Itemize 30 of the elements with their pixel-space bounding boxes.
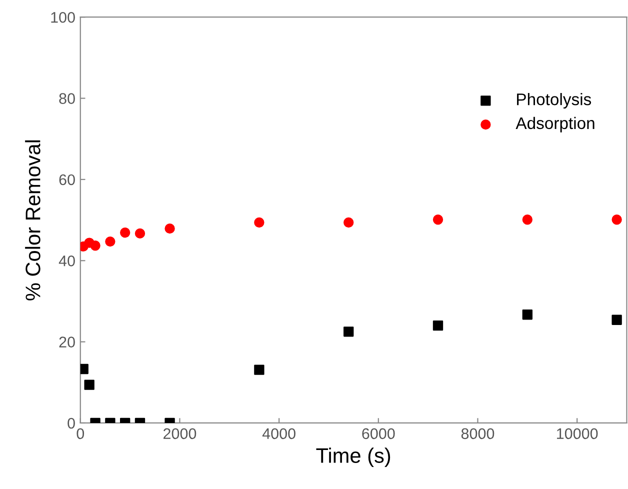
point [612,214,622,225]
y-tick-label: 80 [59,93,75,104]
x-tick-label: 10000 [557,428,598,440]
y-tick-label: 0 [68,418,75,429]
point [522,214,532,225]
y-tick-label: 40 [58,256,75,266]
x-tick-label: 6000 [362,428,395,440]
point [164,223,175,234]
y-tick-label: 60 [59,174,75,186]
point [254,217,264,228]
x-axis-title: Time (s) [316,448,390,468]
x-tick-label: 4000 [262,428,296,440]
y-axis-title: % Color Removal [25,140,40,300]
x-tick-label: 8000 [461,428,494,440]
point [90,240,100,251]
legend-label: Photolysis [517,92,592,109]
y-tick-label: 100 [51,12,75,23]
point [612,314,622,325]
point [432,320,444,331]
point [344,217,354,228]
point [105,236,116,247]
point [522,310,532,320]
point [344,326,354,337]
point [120,228,130,238]
point [134,228,146,239]
legend-label: Adsorption [516,116,594,132]
x-tick-label: 0 [76,428,84,440]
x-tick-label: 2000 [164,428,196,440]
y-tick-label: 20 [59,336,75,348]
point [432,214,444,225]
